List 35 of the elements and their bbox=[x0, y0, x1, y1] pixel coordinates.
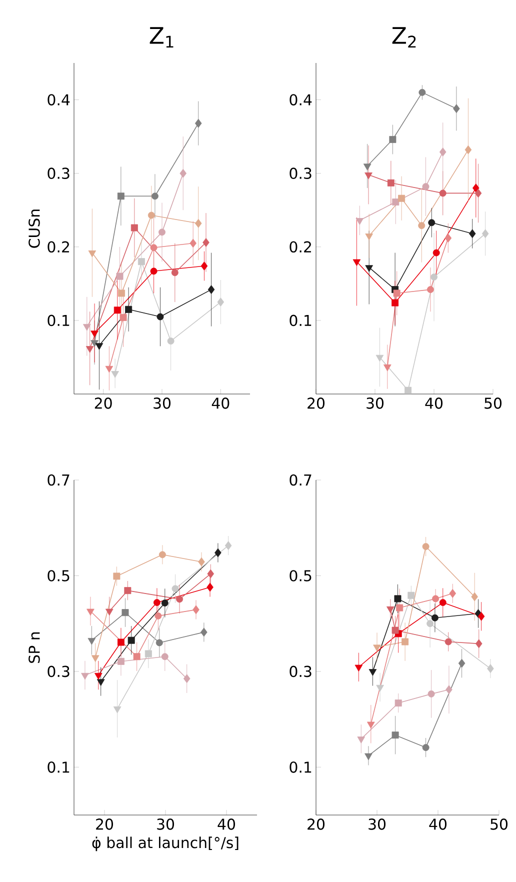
x-tick-label: 30 bbox=[368, 818, 386, 830]
x-tick-label: 40 bbox=[425, 398, 443, 409]
x-tick-label: 40 bbox=[218, 818, 236, 830]
y-tick-label: 0.1 bbox=[290, 762, 312, 773]
y-tick-label: 0.4 bbox=[48, 94, 70, 106]
y-tick-label: 0.3 bbox=[290, 666, 312, 678]
y-tick-label: 0.1 bbox=[290, 314, 312, 326]
y-tick-label: 0.5 bbox=[48, 570, 70, 582]
y-tick-label: 0.1 bbox=[48, 314, 70, 326]
y-tick-label: 0.3 bbox=[290, 168, 312, 179]
y-tick-label: 0.1 bbox=[48, 762, 70, 773]
y-tick-label: 0.2 bbox=[48, 241, 69, 253]
x-tick-label: 50 bbox=[490, 818, 508, 830]
x-tick-label: 30 bbox=[154, 398, 171, 409]
x-tick-label: 30 bbox=[366, 398, 384, 409]
x-tick-label: 20 bbox=[308, 818, 325, 830]
x-tick-label: 20 bbox=[94, 398, 112, 409]
x-tick-label: 40 bbox=[212, 398, 230, 409]
x-tick-label: 20 bbox=[308, 398, 325, 409]
y-axis-title: CUSn bbox=[28, 210, 40, 248]
y-tick-label: 0.3 bbox=[48, 666, 70, 678]
y-tick-label: 0.4 bbox=[290, 94, 312, 106]
x-axis-title: φ̇ ball at launch[°/s] bbox=[92, 836, 238, 852]
x-tick-label: 20 bbox=[96, 818, 114, 830]
x-tick-label: 40 bbox=[429, 818, 447, 830]
x-tick-label: 30 bbox=[157, 818, 174, 830]
y-tick-label: 0.7 bbox=[48, 474, 70, 486]
y-axis-title: SP n bbox=[28, 632, 40, 663]
y-tick-label: 0.3 bbox=[48, 168, 70, 179]
y-tick-label: 0.7 bbox=[290, 474, 312, 486]
y-tick-label: 0.5 bbox=[290, 570, 312, 582]
y-tick-label: 0.2 bbox=[290, 241, 311, 253]
chart-title: Z$_{1}$ bbox=[150, 27, 174, 48]
chart-title: Z$_{2}$ bbox=[392, 27, 416, 48]
x-tick-label: 50 bbox=[484, 398, 502, 409]
